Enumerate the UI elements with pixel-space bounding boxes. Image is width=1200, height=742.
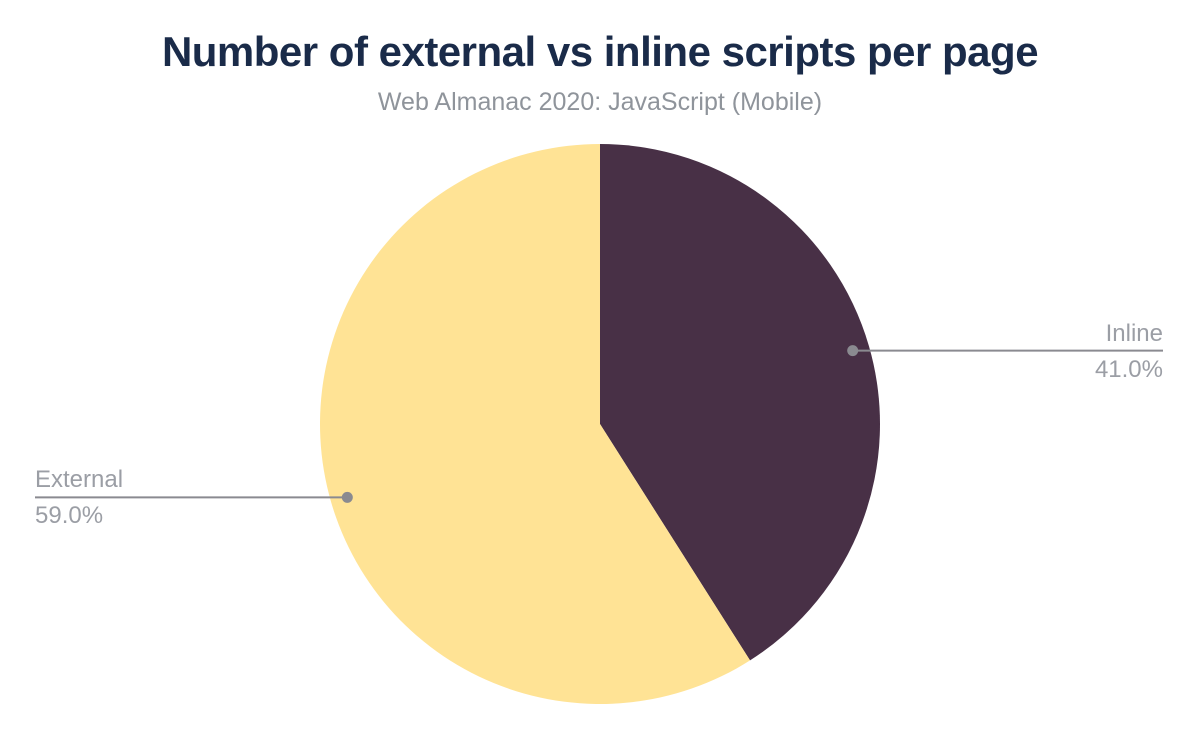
callout-external: External 59.0%	[35, 466, 123, 530]
callout-dot-external	[341, 491, 353, 503]
callout-inline: Inline 41.0%	[1095, 320, 1163, 384]
callout-leaders	[35, 345, 1163, 503]
callout-dot-inline	[847, 345, 859, 357]
callout-value: 41.0%	[1094, 355, 1163, 383]
pie-slice-external	[319, 144, 751, 704]
callout-label: Inline	[1105, 319, 1163, 347]
chart-title: Number of external vs inline scripts per…	[161, 28, 1039, 75]
pie-slices	[319, 144, 880, 704]
callout-value: 59.0%	[35, 502, 104, 530]
callout-label: External	[35, 466, 124, 494]
chart-subtitle: Web Almanac 2020: JavaScript (Mobile)	[377, 88, 823, 116]
pie-slice-inline	[600, 144, 880, 661]
